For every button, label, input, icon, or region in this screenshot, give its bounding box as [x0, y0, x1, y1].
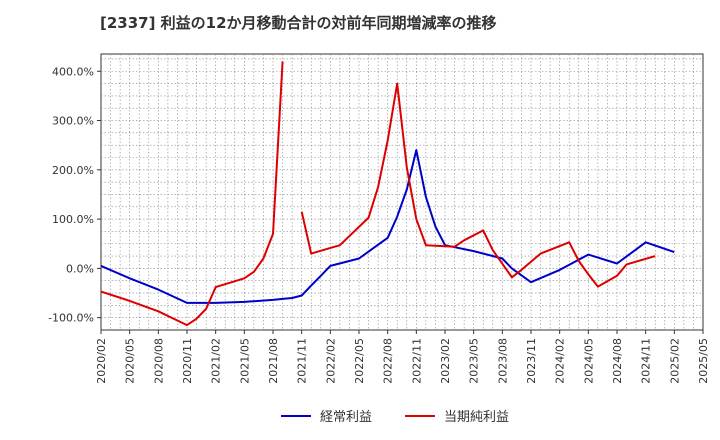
x-tick-label: 2020/05	[124, 338, 137, 384]
x-tick-label: 2025/02	[668, 338, 681, 384]
y-axis: 400.0% 300.0% 200.0% 100.0% 0.0% -100.0%	[48, 65, 101, 325]
y-tick-label: 400.0%	[52, 65, 94, 78]
series-line-1	[100, 61, 656, 327]
x-tick-label: 2023/11	[525, 338, 538, 384]
x-tick-label: 2024/08	[611, 338, 624, 384]
x-tick-label: 2021/11	[296, 338, 309, 384]
y-tick-label: 100.0%	[52, 213, 94, 226]
x-tick-label: 2021/08	[267, 338, 280, 384]
legend-label-keijo: 経常利益	[320, 410, 372, 425]
plot-area	[100, 53, 704, 331]
series-line-0	[100, 149, 675, 304]
x-tick-label: 2024/05	[582, 338, 595, 384]
y-tick-label: 0.0%	[66, 262, 94, 275]
x-tick-label: 2023/05	[468, 338, 481, 384]
x-tick-label: 2020/08	[152, 338, 165, 384]
x-tick-label: 2020/11	[181, 338, 194, 384]
x-tick-label: 2025/05	[697, 338, 710, 384]
y-tick-label: 200.0%	[52, 164, 94, 177]
chart-title: [2337] 利益の12か月移動合計の対前年同期増減率の推移	[100, 14, 497, 32]
x-axis: 2020/02 2020/05 2020/08 2020/11 2021/02 2021/…	[95, 330, 710, 384]
y-tick-label: 300.0%	[52, 115, 94, 128]
x-tick-label: 2021/02	[210, 338, 223, 384]
x-tick-label: 2024/11	[640, 338, 653, 384]
x-tick-label: 2022/11	[410, 338, 423, 384]
y-tick-label: -100.0%	[48, 312, 94, 325]
x-tick-label: 2024/02	[554, 338, 567, 384]
x-tick-label: 2020/02	[95, 338, 108, 384]
legend: 経常利益 当期純利益	[281, 410, 509, 425]
x-tick-label: 2021/05	[238, 338, 251, 384]
x-tick-label: 2022/08	[382, 338, 395, 384]
x-tick-label: 2023/02	[439, 338, 452, 384]
x-tick-label: 2023/08	[496, 338, 509, 384]
series-layer	[100, 61, 675, 327]
legend-label-junrieki: 当期純利益	[444, 410, 509, 425]
x-tick-label: 2022/05	[353, 338, 366, 384]
x-tick-label: 2022/02	[324, 338, 337, 384]
